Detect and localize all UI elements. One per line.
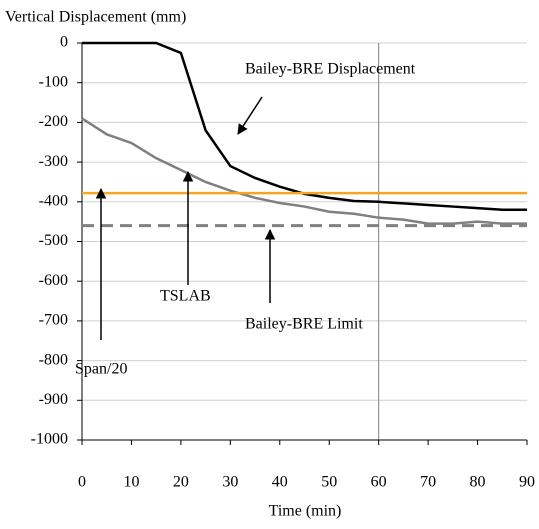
annotation: TSLAB xyxy=(160,288,211,305)
x-tick-label: 70 xyxy=(420,474,436,491)
x-axis-title: Time (min) xyxy=(269,503,342,520)
y-tick-label: -600 xyxy=(39,272,68,289)
y-tick-label: -400 xyxy=(39,192,68,209)
y-tick-label: -700 xyxy=(39,312,68,329)
x-tick-label: 80 xyxy=(470,474,486,491)
y-tick-label: 0 xyxy=(60,34,68,51)
annotation: Bailey-BRE Limit xyxy=(245,316,363,333)
annotation: Bailey-BRE Displacement xyxy=(245,61,416,78)
x-tick-label: 40 xyxy=(272,474,288,491)
x-tick-label: 90 xyxy=(519,474,535,491)
y-axis-title: Vertical Displacement (mm) xyxy=(5,9,186,26)
y-tick-label: -200 xyxy=(39,113,68,130)
series-line xyxy=(81,117,527,225)
x-tick-label: 50 xyxy=(321,474,337,491)
annotation: Span/20 xyxy=(75,361,127,378)
x-tick-label: 30 xyxy=(222,474,238,491)
x-tick-label: 60 xyxy=(371,474,387,491)
x-tick-label: 10 xyxy=(123,474,139,491)
y-tick-label: -500 xyxy=(39,232,68,249)
plot-area: 0 -100 -200 -300 -400 -500 -600 -700 -800 -900 -10… xyxy=(31,34,535,491)
x-tick-label: 0 xyxy=(78,474,86,491)
y-tick-label: -300 xyxy=(39,153,68,170)
annotation-arrow xyxy=(237,96,263,135)
y-tick-label: -100 xyxy=(39,73,68,90)
x-tick-label: 20 xyxy=(173,474,189,491)
y-tick-label: -800 xyxy=(39,351,68,368)
y-tick-label: -900 xyxy=(39,391,68,408)
y-tick-label: -1000 xyxy=(31,431,68,448)
